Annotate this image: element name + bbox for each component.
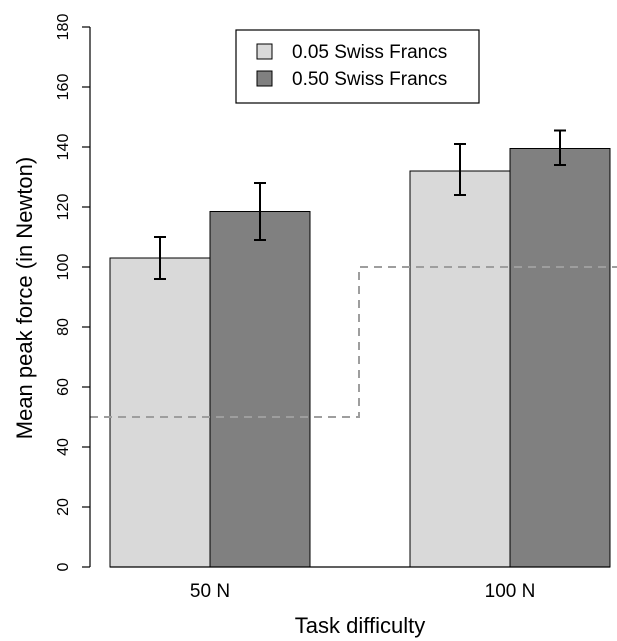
x-tick-label-100n: 100 N <box>485 581 536 602</box>
legend-box <box>235 29 480 104</box>
error-bar-100n-0.50-swiss-francs <box>554 129 566 166</box>
error-bar-50n-0.05-swiss-francs <box>154 236 166 280</box>
y-axis: 0 20 40 60 80 100 120 140 160 180 <box>55 14 610 571</box>
y-tick-label-0: 0 <box>55 562 72 571</box>
bar-50n-0.50-swiss-francs <box>209 211 311 568</box>
legend-swatch-0.50-swiss-francs <box>256 70 273 87</box>
error-bar-100n-0.05-swiss-francs <box>454 143 466 196</box>
legend-swatch-0.05-swiss-francs <box>256 43 273 60</box>
threshold-line <box>90 266 617 418</box>
x-tick-label-50n: 50 N <box>190 581 230 602</box>
y-axis-title: Mean peak force (in Newton) <box>12 157 37 439</box>
y-tick-label-160: 160 <box>55 74 72 101</box>
y-tick-label-140: 140 <box>55 134 72 161</box>
legend: 0.05 Swiss Francs 0.50 Swiss Francs <box>235 29 480 104</box>
x-axis-title: Task difficulty <box>295 613 425 638</box>
legend-label-0.05-swiss-francs: 0.05 Swiss Francs <box>292 42 447 63</box>
y-tick-label-80: 80 <box>55 318 72 336</box>
error-bars-layer <box>154 129 566 280</box>
bar-100n-0.50-swiss-francs <box>509 148 611 568</box>
threshold-layer <box>90 266 617 418</box>
y-tick-label-20: 20 <box>55 498 72 516</box>
y-tick-label-120: 120 <box>55 194 72 221</box>
bar-100n-0.05-swiss-francs <box>409 170 511 568</box>
x-axis-labels: 50 N 100 N <box>190 581 535 602</box>
y-tick-label-180: 180 <box>55 14 72 41</box>
y-tick-label-100: 100 <box>55 254 72 281</box>
y-tick-label-60: 60 <box>55 378 72 396</box>
error-bar-50n-0.50-swiss-francs <box>254 182 266 241</box>
bar-50n-0.05-swiss-francs <box>109 257 211 568</box>
y-tick-label-40: 40 <box>55 438 72 456</box>
legend-label-0.50-swiss-francs: 0.50 Swiss Francs <box>292 69 447 90</box>
